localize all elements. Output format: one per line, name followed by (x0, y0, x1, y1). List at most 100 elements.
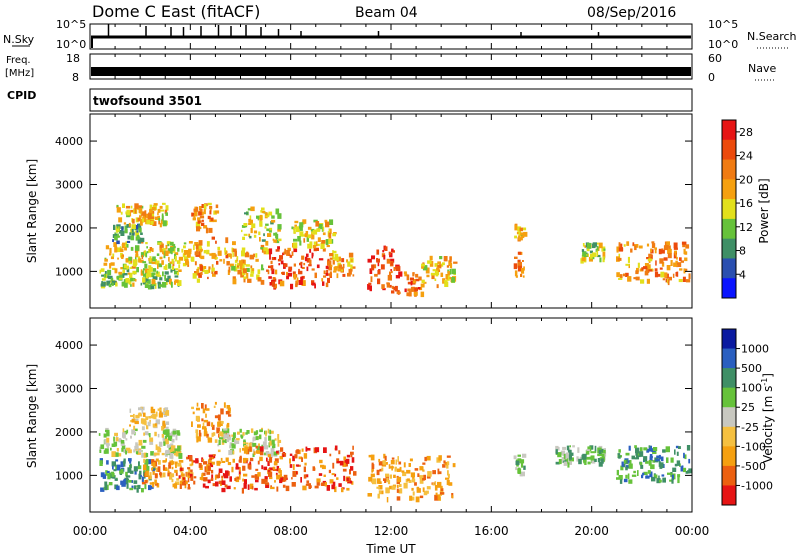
velocity-cell (264, 437, 267, 442)
power-cell (149, 247, 153, 251)
power-cell (178, 264, 181, 269)
velocity-cell (568, 459, 572, 465)
velocity-cell (385, 473, 390, 477)
velocity-cell (161, 411, 165, 415)
power-cell (210, 207, 212, 212)
velocity-cell (389, 474, 392, 479)
power-cell (616, 246, 621, 252)
power-cell (263, 247, 268, 253)
velocity-cell (252, 453, 255, 457)
velocity-cell (222, 440, 227, 443)
velocity-cell (590, 451, 595, 454)
velocity-cell (323, 474, 326, 477)
velocity-cell (628, 445, 631, 451)
velocity-cell (155, 458, 159, 462)
velocity-cell (303, 466, 306, 473)
freq-unit-label: [MHz] (5, 68, 34, 79)
velocity-cell (154, 473, 158, 479)
power-cell (581, 257, 586, 262)
power-cell (152, 276, 157, 280)
power-cell (275, 208, 280, 215)
power-cell (99, 269, 102, 274)
velocity-cell (641, 474, 644, 479)
power-cell (267, 270, 270, 275)
velocity-cell (414, 468, 419, 471)
velocity-cell (411, 496, 415, 501)
velocity-cell (104, 485, 108, 491)
velocity-cell (225, 434, 227, 439)
power-cell (186, 252, 191, 258)
power-cell (159, 246, 162, 251)
velocity-cell (277, 439, 282, 443)
power-cell (293, 242, 298, 249)
velocity-cell (407, 478, 410, 481)
velocity-cell (179, 480, 183, 485)
power-cell (390, 269, 392, 272)
power-ytick-label: 2000 (55, 222, 83, 235)
velocity-cell (202, 458, 205, 462)
power-cell (200, 255, 205, 260)
power-cell (138, 227, 142, 233)
velocity-cell (221, 460, 226, 463)
velocity-cell (561, 457, 566, 463)
power-cell (207, 215, 211, 220)
power-cell (322, 248, 326, 252)
velocity-cell (275, 472, 278, 476)
velocity-cell (162, 429, 168, 435)
velocity-cell (372, 478, 377, 485)
velocity-cell (422, 462, 426, 465)
power-cell (327, 258, 330, 262)
velocity-cell (143, 432, 145, 436)
velocity-cell (594, 445, 597, 452)
power-cell (260, 279, 265, 285)
velocity-cell (249, 483, 254, 489)
velocity-cell (409, 458, 413, 462)
velocity-cell (308, 483, 311, 489)
power-cell (131, 232, 134, 236)
velocity-cell (522, 453, 527, 458)
velocity-cell (267, 461, 270, 466)
power-cell (246, 267, 250, 272)
power-cell (421, 279, 425, 284)
power-cell (130, 246, 134, 251)
time-axis-label: Time UT (365, 542, 416, 554)
power-cell (277, 258, 282, 262)
nsearch-tick-bottom: 10^0 (708, 38, 738, 51)
power-cell (135, 217, 139, 223)
velocity-cell (107, 484, 109, 490)
velocity-cell (195, 433, 199, 439)
power-cell (298, 225, 303, 231)
power-cell (208, 268, 211, 273)
power-cell (307, 226, 312, 230)
velocity-cell (204, 466, 207, 473)
power-cell (249, 235, 252, 239)
power-cell (126, 224, 131, 228)
power-cell (596, 254, 601, 258)
power-cell (109, 247, 112, 254)
power-cell (142, 277, 146, 283)
power-cell (389, 271, 392, 278)
power-cell (348, 252, 354, 258)
velocity-cell (233, 432, 236, 438)
power-cell (241, 225, 246, 228)
power-echo-region (192, 236, 232, 283)
velocity-cell (597, 453, 601, 457)
power-cell (132, 263, 137, 267)
power-echo-region (513, 251, 525, 278)
power-cell (518, 264, 522, 268)
velocity-cell (257, 472, 261, 477)
power-cell (328, 232, 332, 239)
velocity-cell (155, 467, 160, 472)
power-cell (161, 215, 164, 221)
power-cell (268, 211, 273, 216)
velocity-cell (214, 439, 218, 443)
velocity-cell (283, 477, 287, 482)
velocity-cell (257, 460, 260, 465)
velocity-cell (688, 458, 691, 464)
power-cell (625, 263, 630, 266)
power-cell (171, 281, 173, 288)
velocity-cell (587, 446, 592, 452)
velocity-cell (255, 468, 259, 471)
velocity-cell (452, 463, 456, 468)
velocity-cell (149, 482, 154, 485)
